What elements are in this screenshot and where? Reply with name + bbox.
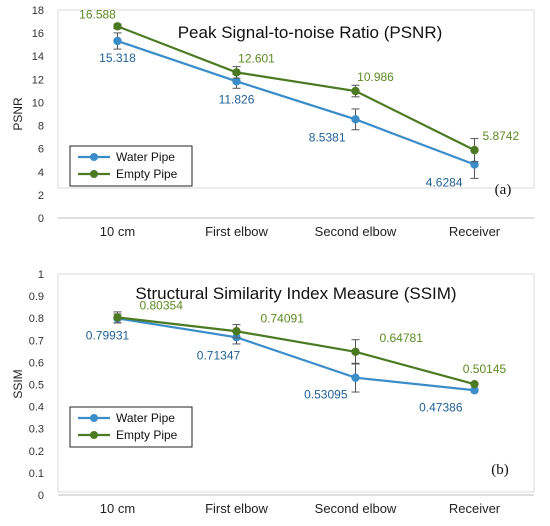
y-tick-label: 0.3 [29,424,44,436]
data-label: 0.64781 [380,331,424,345]
data-point [470,145,479,155]
data-label: 11.826 [219,92,255,106]
y-tick-label: 4 [38,167,44,179]
series-line [117,39,475,166]
chart-title: Structural Similarity Index Measure (SSI… [135,284,456,303]
x-category-label: First elbow [205,224,268,239]
data-point [113,22,122,31]
y-tick-label: 1 [38,269,44,281]
data-point [232,77,241,86]
data-point [351,373,360,382]
data-label: 0.80354 [140,298,184,312]
chart-ssim: 0 0.1 0.2 0.3 0.4 0.5 0.6 0.7 0.8 0.9 1 10 cm First … [11,269,535,516]
x-category-label: Receiver [449,501,501,516]
data-point [351,86,360,96]
legend-label: Water Pipe [116,411,175,425]
data-label: 15.318 [99,51,136,65]
plot-frame [57,9,535,189]
y-tick-label: 10 [32,97,44,109]
y-tick-label: 0.9 [29,291,44,303]
y-tick-label: 0.7 [29,335,44,347]
y-tick-label: 2 [38,190,44,202]
data-label: 0.53095 [304,388,348,402]
y-tick-label: 0 [38,213,44,225]
data-point [232,327,241,336]
y-tick-label: 0.2 [29,446,44,458]
x-category-label: 10 cm [100,224,135,239]
y-tick-label: 0 [38,490,44,502]
y-tick-label: 0.6 [29,357,44,369]
data-point [470,379,479,389]
legend-swatch-marker [90,170,98,178]
data-label: 0.50145 [463,362,507,376]
legend: Water Pipe Empty Pipe [69,406,193,448]
legend-label: Water Pipe [116,150,175,164]
x-category-label: Second elbow [315,501,397,516]
series-line [117,317,475,392]
y-tick-label: 14 [32,51,44,63]
y-tick-label: 0.1 [29,468,44,480]
y-tick-label: 12 [32,74,44,86]
series-water-pipe: 15.318 11.826 8.5381 4.6284 [99,32,479,190]
data-point [351,115,360,124]
y-tick-label: 18 [32,5,44,17]
x-category-label: Second elbow [315,224,397,239]
series-water-pipe: 0.79931 0.71347 0.53095 0.47386 [86,313,479,414]
y-tick-label: 16 [32,28,44,40]
chart-psnr: 0 2 4 6 8 10 12 14 16 18 10 cm First elbow Second el… [11,5,535,239]
data-label: 16.588 [79,7,116,21]
legend-box [69,145,193,187]
y-tick-label: 8 [38,121,44,133]
data-label: 10.986 [357,70,394,84]
panel-label: (a) [495,182,512,198]
legend-swatch-marker [90,431,98,439]
data-point [470,386,479,395]
data-label: 0.79931 [86,328,130,342]
chart-title: Peak Signal-to-noise Ratio (PSNR) [178,23,443,42]
data-point [470,160,479,169]
panel-label: (b) [491,462,509,478]
legend: Water Pipe Empty Pipe [69,145,193,187]
series-empty-pipe: 16.588 12.601 10.986 5.8742 [79,7,520,163]
series-empty-pipe: 0.80354 0.74091 0.64781 0.50145 [113,298,507,389]
data-label: 0.71347 [197,348,241,362]
x-category-label: Receiver [449,224,501,239]
series-line [117,25,475,152]
plot-frame [57,273,535,493]
y-tick-label: 0.8 [29,313,44,325]
data-label: 0.47386 [419,400,463,414]
y-tick-label: 0.4 [29,402,44,414]
data-point [113,313,122,322]
y-tick-label: 0.5 [29,380,44,392]
legend-label: Empty Pipe [116,167,178,181]
legend-swatch-marker [90,414,98,422]
legend-box [69,406,193,448]
data-label: 12.601 [238,51,275,65]
x-category-label: First elbow [205,501,268,516]
y-axis-title: PSNR [11,97,25,131]
series-line [117,316,475,386]
legend-swatch-marker [90,153,98,161]
y-axis-title: SSIM [11,369,25,398]
data-point [113,36,122,46]
y-tick-label: 6 [38,144,44,156]
legend-label: Empty Pipe [116,428,178,442]
data-label: 0.74091 [261,311,305,325]
data-point [351,347,360,357]
data-label: 8.5381 [309,130,346,144]
x-category-label: 10 cm [100,501,135,516]
data-label: 5.8742 [483,129,520,143]
data-point [232,68,241,77]
data-label: 4.6284 [426,176,463,190]
